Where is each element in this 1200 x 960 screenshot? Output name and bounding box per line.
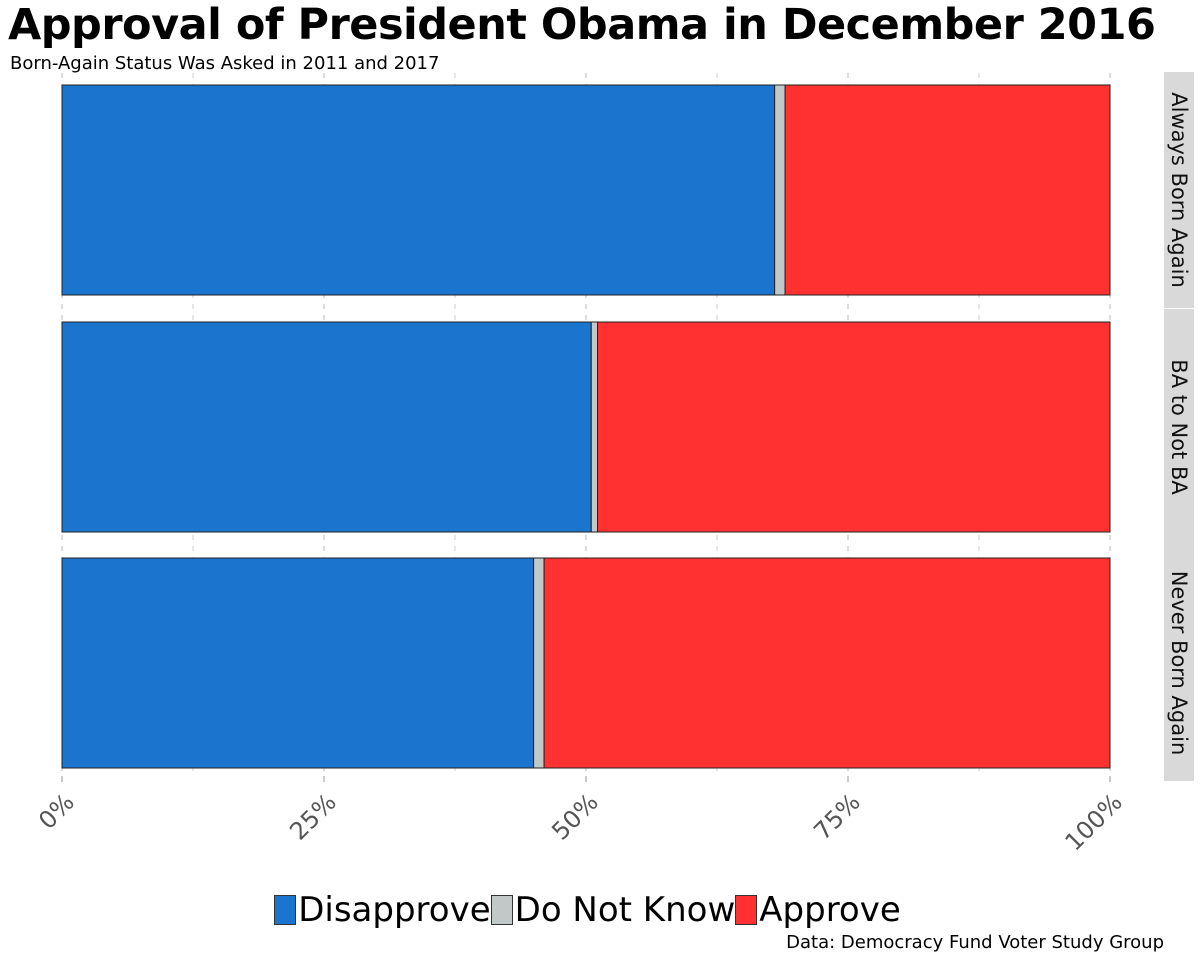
bar-disapprove-ba-to-not-ba — [61, 321, 592, 533]
facet-strip-ba-to-not-ba — [1164, 309, 1194, 545]
legend-label-approve: Approve — [759, 890, 901, 930]
legend-swatch-do-not-know — [490, 895, 513, 925]
stacked-bar-chart: Always Born Again BA to Not BA Never Born … — [33, 72, 1194, 856]
legend-label-do-not-know: Do Not Know — [514, 890, 736, 930]
facet-label-always-born-again: Always Born Again — [1167, 92, 1191, 288]
legend: Disapprove Do Not Know Approve — [0, 890, 1175, 930]
x-tick-label: 75% — [808, 788, 866, 846]
facet-label-ba-to-not-ba: BA to Not BA — [1167, 359, 1191, 495]
data-source-caption: Data: Democracy Fund Voter Study Group — [786, 932, 1164, 953]
x-tick-label: 0% — [33, 788, 80, 835]
legend-item-approve: Approve — [735, 890, 901, 930]
legend-item-disapprove: Disapprove — [274, 890, 491, 930]
bar-disapprove-always-born-again — [61, 84, 776, 296]
bar-approve-never-born-again — [543, 557, 1111, 769]
bar-disapprove-never-born-again — [61, 557, 535, 769]
legend-swatch-disapprove — [274, 895, 297, 925]
bar-approve-always-born-again — [784, 84, 1111, 296]
bar-approve-ba-to-not-ba — [597, 321, 1111, 533]
x-tick-label: 50% — [546, 788, 604, 846]
bar-do-not-know-ba-to-not-ba — [590, 321, 599, 533]
facet-label-never-born-again: Never Born Again — [1167, 571, 1191, 756]
chart-subtitle: Born-Again Status Was Asked in 2011 and … — [10, 53, 440, 74]
facet-strip-always-born-again — [1164, 72, 1194, 308]
legend-item-do-not-know: Do Not Know — [490, 890, 736, 930]
x-tick-label: 100% — [1060, 788, 1128, 856]
x-tick-label: 25% — [284, 788, 342, 846]
bar-do-not-know-always-born-again — [774, 84, 786, 296]
facet-strip-never-born-again — [1164, 545, 1194, 781]
chart-title: Approval of President Obama in December … — [8, 0, 1156, 50]
bar-do-not-know-never-born-again — [533, 557, 545, 769]
legend-label-disapprove: Disapprove — [298, 890, 491, 930]
legend-swatch-approve — [735, 895, 758, 925]
